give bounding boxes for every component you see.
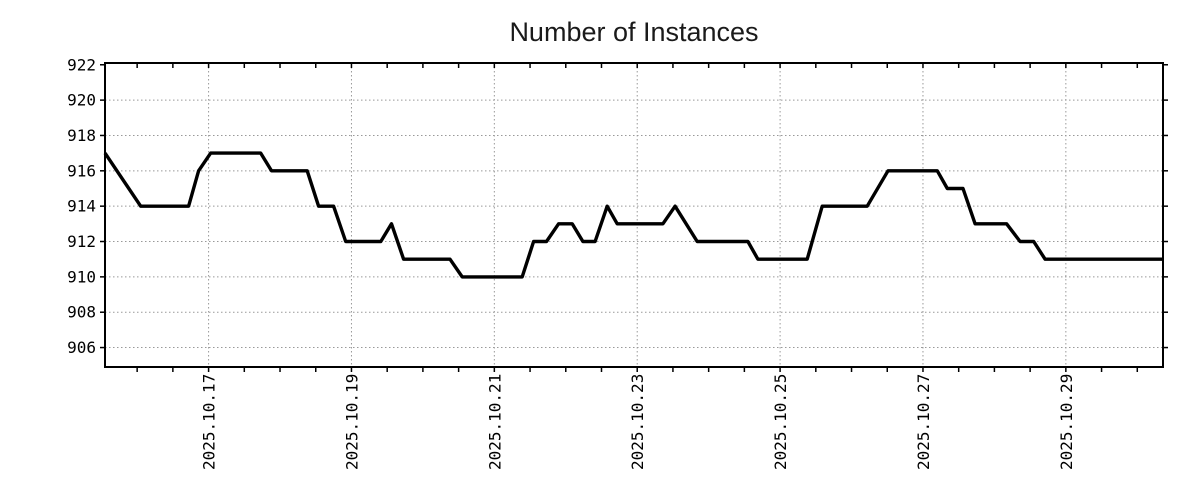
axes-and-ticks bbox=[100, 62, 1168, 372]
tick-labels: 906 908 910 912 914 916 918 920 922 2025.10.17 202… bbox=[67, 55, 1076, 470]
grid-lines bbox=[105, 63, 1163, 367]
y-tick-label: 916 bbox=[67, 161, 96, 180]
x-tick-label: 2025.10.29 bbox=[1057, 374, 1076, 470]
x-tick-label: 2025.10.19 bbox=[342, 374, 361, 470]
y-tick-label: 918 bbox=[67, 126, 96, 145]
y-tick-label: 906 bbox=[67, 338, 96, 357]
y-tick-label: 910 bbox=[67, 267, 96, 286]
chart-title: Number of Instances bbox=[509, 17, 758, 47]
x-tick-label: 2025.10.23 bbox=[628, 374, 647, 470]
plot-border bbox=[104, 62, 1164, 368]
x-tick-label: 2025.10.17 bbox=[200, 374, 219, 470]
x-tick-label: 2025.10.25 bbox=[771, 374, 790, 470]
series-line bbox=[103, 151, 1163, 279]
y-tick-label: 914 bbox=[67, 197, 96, 216]
x-tick-label: 2025.10.27 bbox=[914, 374, 933, 470]
y-tick-label: 912 bbox=[67, 232, 96, 251]
series-polyline-instances bbox=[103, 151, 1163, 279]
y-tick-label: 908 bbox=[67, 303, 96, 322]
y-tick-label: 922 bbox=[67, 55, 96, 74]
y-tick-label: 920 bbox=[67, 91, 96, 110]
x-tick-label: 2025.10.21 bbox=[485, 374, 504, 470]
